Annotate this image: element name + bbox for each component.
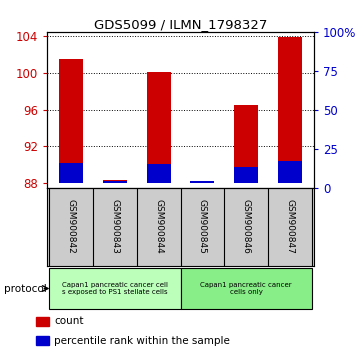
Bar bbox=[278, 161, 302, 183]
Bar bbox=[59, 59, 83, 183]
Text: count: count bbox=[54, 316, 84, 326]
FancyBboxPatch shape bbox=[180, 268, 312, 309]
Bar bbox=[278, 38, 302, 183]
Bar bbox=[36, 316, 49, 326]
Bar bbox=[190, 181, 214, 183]
Text: GSM900843: GSM900843 bbox=[110, 199, 119, 254]
Bar bbox=[234, 167, 258, 183]
Bar bbox=[234, 105, 258, 183]
FancyBboxPatch shape bbox=[49, 268, 180, 309]
Bar bbox=[59, 163, 83, 183]
Text: GSM900845: GSM900845 bbox=[198, 199, 207, 254]
Text: Capan1 pancreatic cancer cell
s exposed to PS1 stellate cells: Capan1 pancreatic cancer cell s exposed … bbox=[62, 282, 168, 295]
Text: percentile rank within the sample: percentile rank within the sample bbox=[54, 336, 230, 346]
Text: GSM900846: GSM900846 bbox=[242, 199, 251, 254]
Text: GSM900844: GSM900844 bbox=[154, 199, 163, 254]
Bar bbox=[147, 164, 171, 183]
Text: GSM900842: GSM900842 bbox=[66, 199, 75, 254]
Bar bbox=[103, 180, 127, 183]
Bar bbox=[147, 72, 171, 183]
Bar bbox=[103, 182, 127, 183]
Text: protocol: protocol bbox=[4, 284, 46, 293]
Title: GDS5099 / ILMN_1798327: GDS5099 / ILMN_1798327 bbox=[94, 18, 267, 31]
Bar bbox=[36, 336, 49, 346]
Bar bbox=[190, 182, 214, 183]
Text: Capan1 pancreatic cancer
cells only: Capan1 pancreatic cancer cells only bbox=[200, 282, 292, 295]
Text: GSM900847: GSM900847 bbox=[286, 199, 295, 254]
